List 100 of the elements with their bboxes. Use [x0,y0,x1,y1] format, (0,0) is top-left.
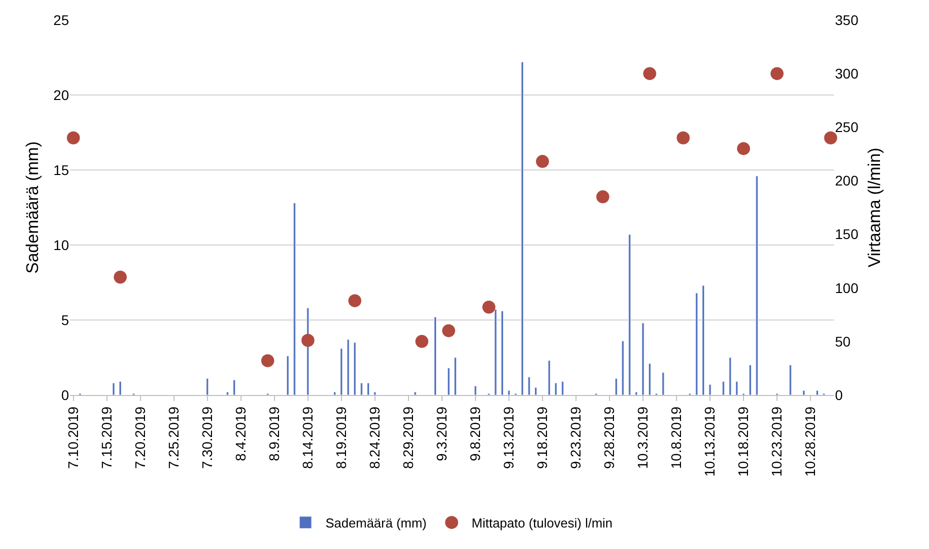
point [676,131,690,144]
y2-tick-label: 100 [835,280,859,296]
bar [554,382,558,395]
x-tick-label: 9.28.2019 [601,406,618,469]
bar [635,392,638,395]
bar [614,378,618,395]
bar [112,382,115,395]
point [770,67,784,80]
bar [548,360,550,395]
x-tick-label: 7.20.2019 [132,406,148,469]
x-tick-label: 9.3.2019 [434,406,450,462]
bar [501,310,504,395]
bar [662,372,664,395]
x-tick-label: 9.13.2019 [500,406,517,469]
bar [360,382,363,395]
x-tick-label: 9.18.2019 [534,406,550,469]
bar [454,357,457,395]
legend-label: Mittapato (tulovesi) l/min [472,516,613,531]
y2-tick-label: 350 [835,12,859,28]
y-tick-label: 25 [53,12,70,28]
x-tick-label: 8.4.2019 [232,406,248,462]
bar [628,234,631,395]
y2-tick-label: 250 [835,119,859,136]
bar [447,368,450,395]
bar [232,380,236,395]
bar [119,381,122,395]
x-tick-label: 8.24.2019 [366,406,382,469]
bar [293,202,296,395]
point [737,142,750,156]
y-tick-label: 0 [61,386,70,403]
point [824,131,838,144]
bar [474,386,477,395]
x-tick-label: 8.29.2019 [400,406,416,469]
point [114,270,127,284]
y2-axis-title: Virtaama (l/min) [864,148,884,268]
bar [534,387,538,395]
y-tick-label: 15 [53,162,70,178]
x-tick-label: 8.19.2019 [332,406,349,469]
x-tick-label: 7.15.2019 [98,406,114,469]
bar [816,390,818,395]
x-tick-label: 7.25.2019 [165,406,182,469]
x-tick-label: 9.8.2019 [467,406,484,462]
bar [728,357,732,395]
point [261,354,274,368]
bar [494,309,497,395]
y2-tick-label: 200 [835,172,859,189]
bar [622,340,624,395]
bar [206,378,209,395]
x-tick-label: 10.3.2019 [634,406,651,469]
x-tick-label: 10.28.2019 [802,406,818,477]
point [482,300,496,314]
point [442,324,456,338]
bar [756,176,758,395]
bar [702,285,705,395]
bar [736,381,738,395]
x-tick-label: 9.23.2019 [568,406,584,469]
x-tick-label: 8.14.2019 [299,406,316,469]
bar [561,381,564,395]
bar [521,62,524,395]
bar [340,348,343,395]
bar [695,292,698,395]
point [415,334,428,348]
x-tick-label: 7.10.2019 [64,406,81,469]
point [348,294,362,308]
point [596,190,610,204]
y2-tick-label: 0 [835,386,843,403]
bar [748,364,752,395]
point [301,334,314,347]
point [536,154,549,168]
point [643,67,656,80]
bar [708,384,712,395]
bar [354,342,356,395]
bar [434,316,436,395]
legend-label: Sademäärä (mm) [326,516,427,531]
x-tick-label: 7.30.2019 [198,406,215,469]
bar [528,376,530,395]
bar [802,390,806,395]
y-tick-label: 20 [53,86,70,103]
bar [346,339,350,395]
y-tick-label: 10 [53,236,70,253]
bar [414,392,416,395]
bar [508,390,510,395]
bar [333,392,336,395]
bar [366,382,370,395]
x-tick-label: 8.9.2019 [266,406,282,462]
bar [722,381,725,395]
bar [642,322,644,395]
y-axis-title: Sademäärä (mm) [22,141,42,274]
point [66,131,80,144]
y2-tick-label: 300 [835,65,859,82]
y2-tick-label: 50 [835,333,851,350]
x-tick-label: 10.23.2019 [768,406,785,477]
x-tick-label: 10.8.2019 [668,406,684,469]
bar [374,392,376,395]
x-tick-label: 10.18.2019 [735,406,752,477]
bar [648,363,651,395]
bar [789,364,792,395]
x-tick-label: 10.13.2019 [702,406,718,477]
y2-tick-label: 150 [835,226,859,242]
bar [286,356,290,395]
